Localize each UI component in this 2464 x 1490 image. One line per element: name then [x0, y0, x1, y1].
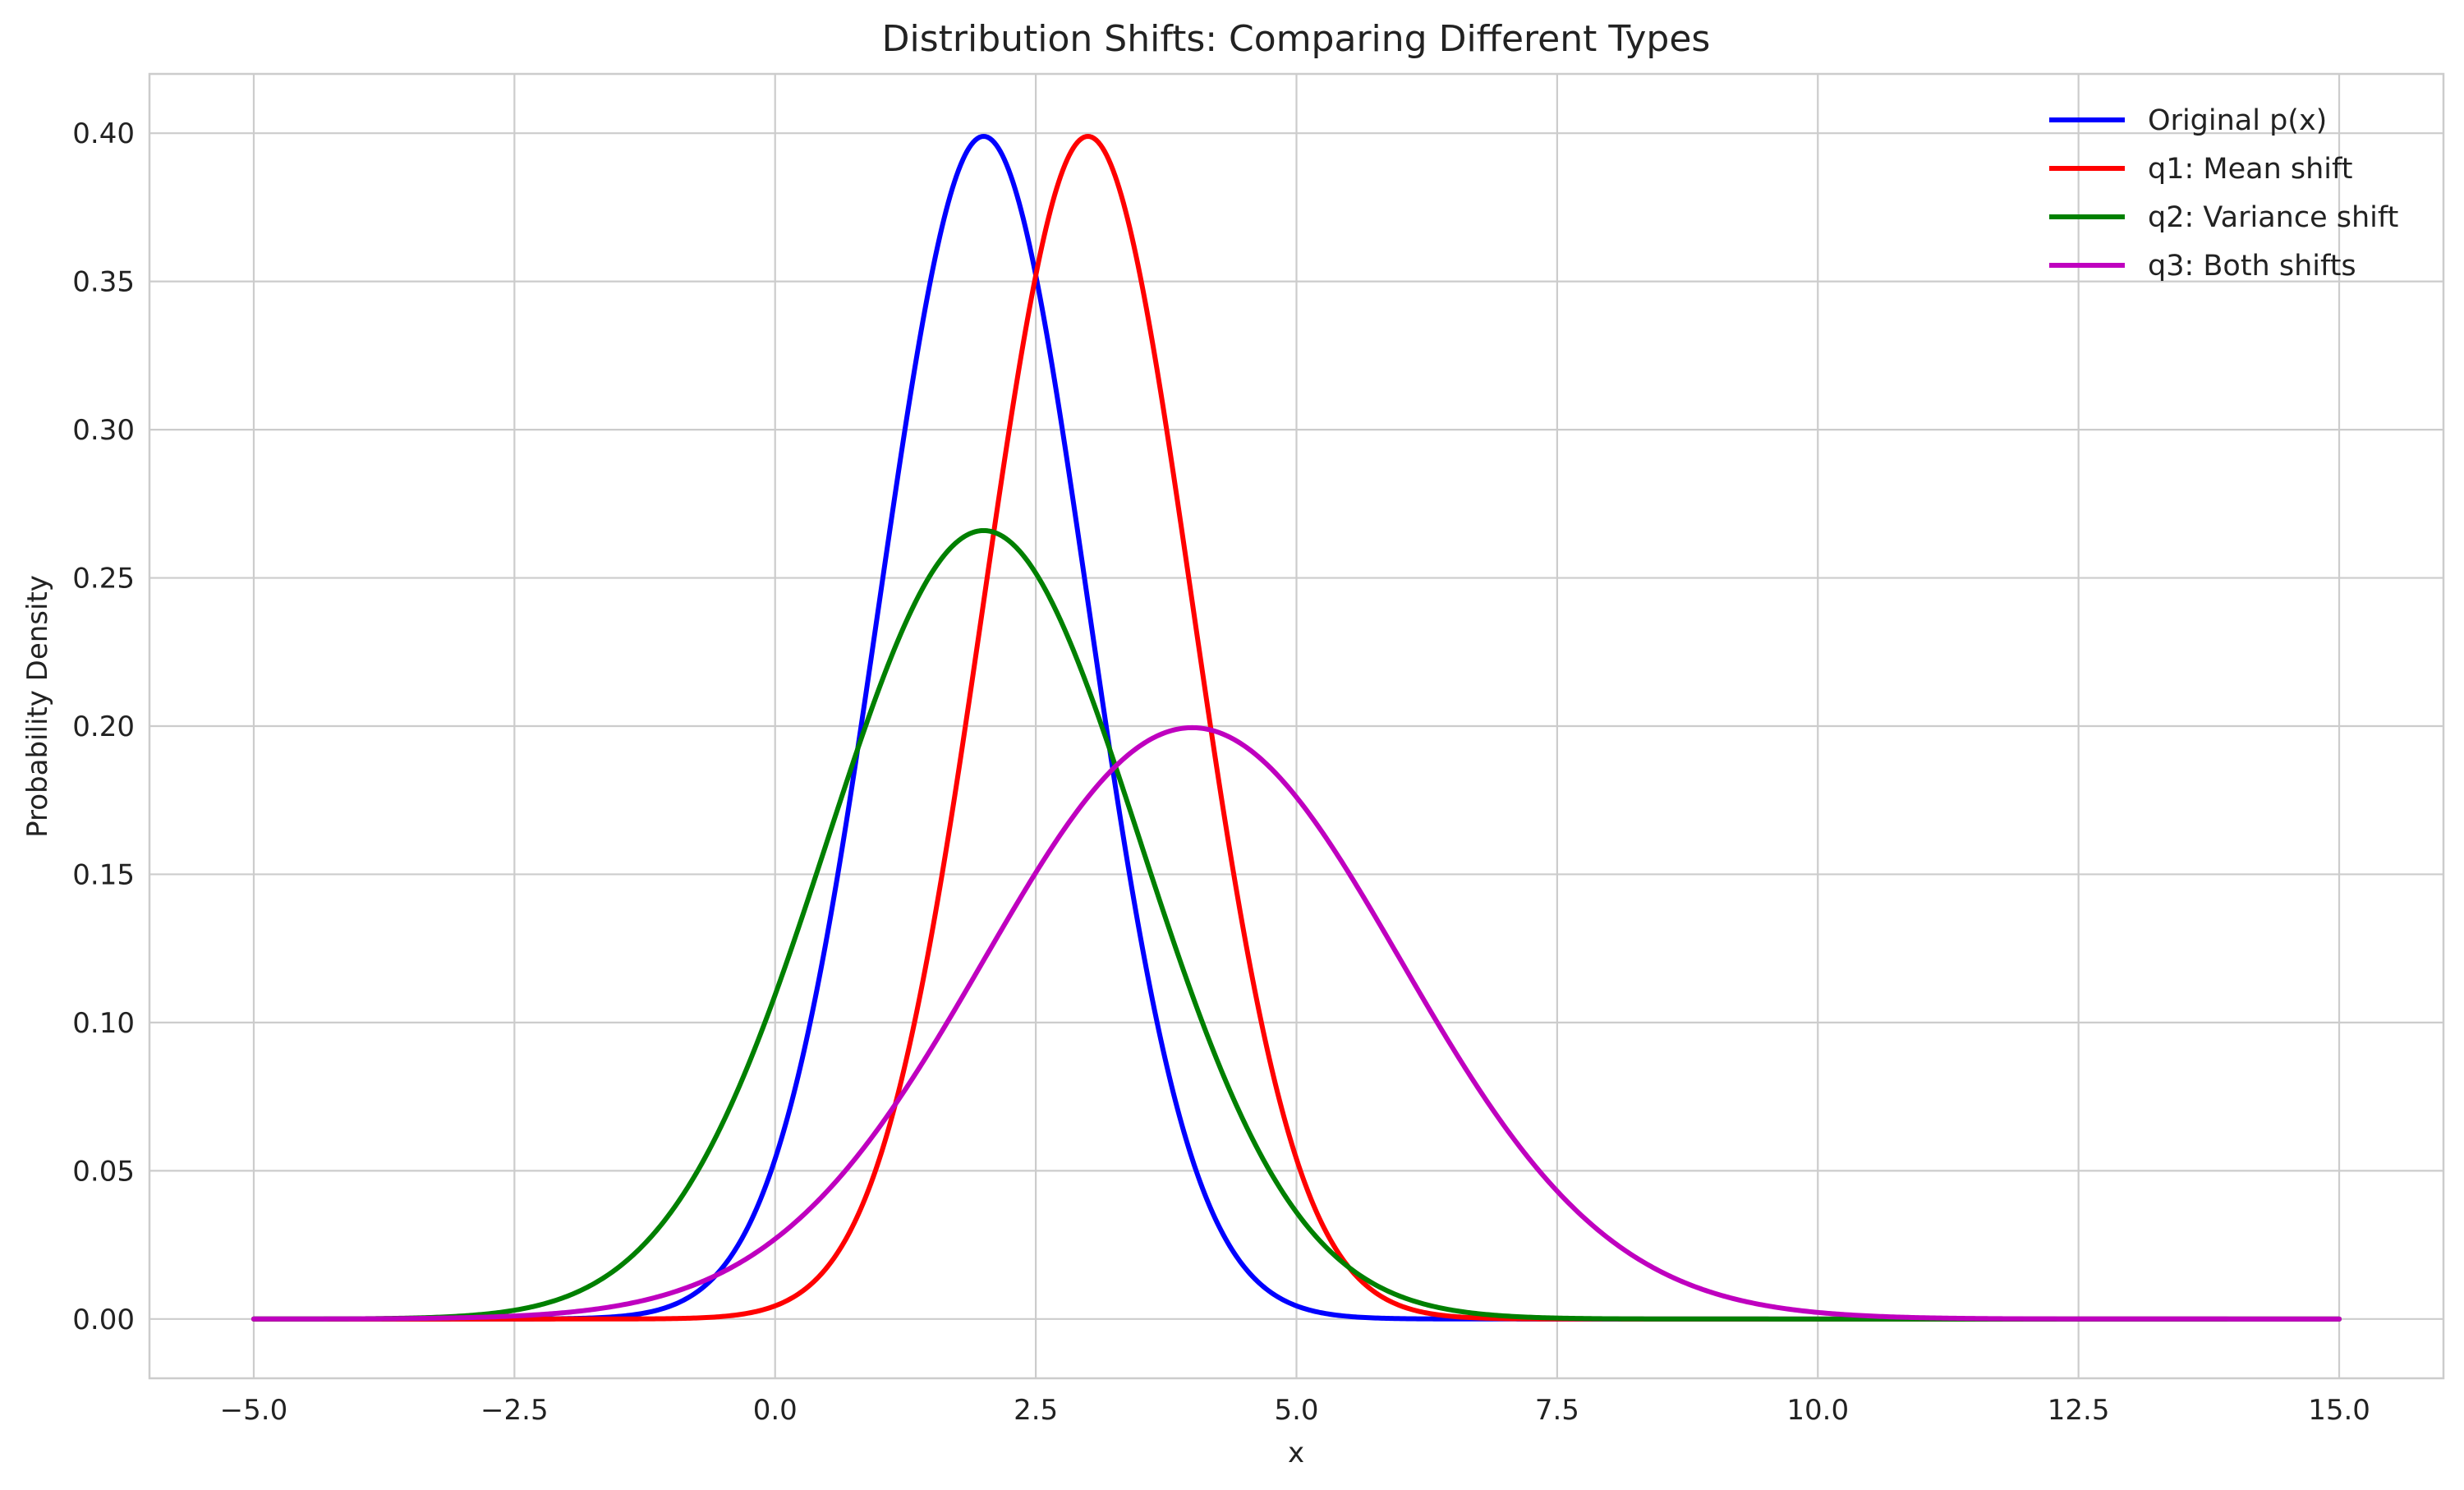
legend-label-2: q1: Mean shift: [2148, 153, 2352, 186]
y-tick-label: 0.35: [72, 266, 135, 299]
grid: [149, 74, 2443, 1378]
legend: Original p(x) q1: Mean shift q2: Variance …: [2049, 104, 2398, 283]
y-tick-label: 0.25: [72, 563, 135, 596]
x-tick-label: 7.5: [1535, 1394, 1579, 1427]
x-tick-label: 2.5: [1014, 1394, 1058, 1427]
x-tick-label: 12.5: [2048, 1394, 2110, 1427]
chart-title: Distribution Shifts: Comparing Different…: [882, 18, 1711, 60]
plot-frame: [148, 72, 2445, 1380]
y-tick-label: 0.15: [72, 858, 135, 891]
y-axis-label: Probability Density: [21, 575, 54, 838]
legend-label-4: q3: Both shifts: [2148, 250, 2356, 283]
y-tick-label: 0.40: [72, 117, 135, 150]
x-tick-label: 10.0: [1786, 1394, 1849, 1427]
series-line-4: [251, 724, 2342, 1322]
x-tick-label: 5.0: [1274, 1394, 1318, 1427]
series-lines: [251, 134, 2342, 1322]
y-tick-label: 0.00: [72, 1304, 135, 1336]
x-axis-label: x: [1288, 1437, 1304, 1469]
y-axis-ticks: 0.00 0.05 0.10 0.15 0.20 0.25 0.30 0.35 0.40: [72, 117, 135, 1336]
y-tick-label: 0.10: [72, 1007, 135, 1040]
x-axis-ticks: −5.0 −2.5 0.0 2.5 5.0 7.5 10.0 12.5 15.0: [220, 1394, 2370, 1427]
y-tick-label: 0.05: [72, 1155, 135, 1188]
y-tick-label: 0.30: [72, 414, 135, 447]
x-tick-label: 15.0: [2308, 1394, 2370, 1427]
x-tick-label: 0.0: [753, 1394, 798, 1427]
legend-label-3: q2: Variance shift: [2148, 201, 2398, 234]
y-tick-label: 0.20: [72, 711, 135, 743]
legend-label-1: Original p(x): [2148, 104, 2327, 137]
x-tick-label: −5.0: [220, 1394, 288, 1427]
x-tick-label: −2.5: [480, 1394, 549, 1427]
